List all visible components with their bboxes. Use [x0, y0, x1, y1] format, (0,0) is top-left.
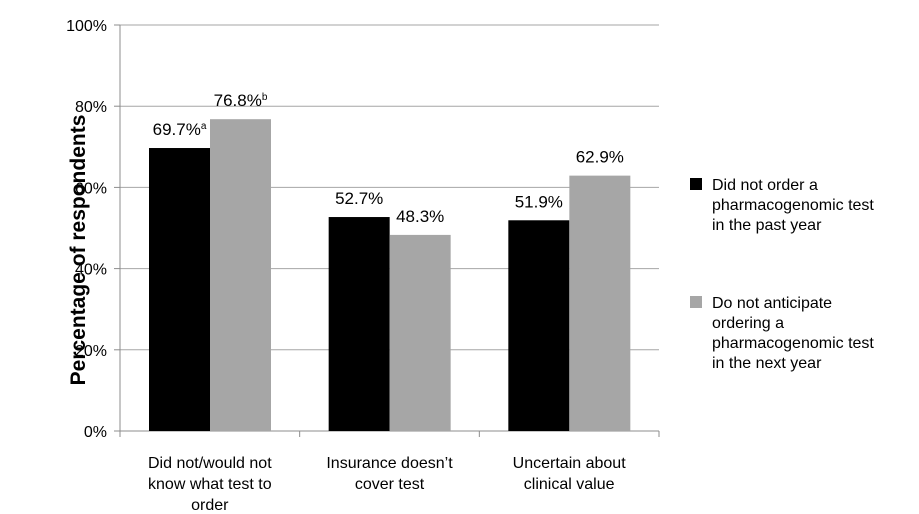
- legend-label: pharmacogenomic test: [712, 197, 874, 214]
- data-label: 48.3%: [396, 207, 444, 226]
- data-label: 69.7%a: [153, 120, 207, 139]
- bar: [210, 119, 271, 431]
- bar: [328, 217, 390, 431]
- bar: [149, 148, 210, 431]
- legend-swatch: [690, 296, 702, 308]
- bars: [149, 119, 631, 431]
- x-category-label: Insurance doesn’t: [326, 455, 453, 472]
- x-category-label: Uncertain about: [513, 455, 627, 472]
- y-tick-label: 80%: [75, 99, 107, 116]
- x-category-label: Did not/would not: [148, 455, 272, 472]
- x-category-label: cover test: [355, 476, 425, 493]
- bar: [508, 220, 570, 431]
- data-label: 51.9%: [515, 192, 563, 211]
- bar: [569, 175, 631, 431]
- legend-label: pharmacogenomic test: [712, 335, 874, 352]
- data-label: 62.9%: [576, 148, 624, 167]
- legend: Did not order a pharmacogenomic test in th…: [690, 177, 874, 372]
- y-tick-labels: 0% 20% 40% 60% 80% 100%: [66, 18, 107, 441]
- y-tick-label: 60%: [75, 180, 107, 197]
- legend-label: in the next year: [712, 355, 822, 372]
- legend-label: Did not order a: [712, 177, 818, 194]
- y-tick-label: 20%: [75, 343, 107, 360]
- legend-label: in the past year: [712, 217, 822, 234]
- y-axis-title: Percentage of respondents: [67, 115, 90, 386]
- y-tick-label: 100%: [66, 18, 107, 35]
- legend-label: ordering a: [712, 315, 784, 332]
- y-tick-label: 40%: [75, 262, 107, 279]
- legend-label: Do not anticipate: [712, 295, 832, 312]
- x-category-label: clinical value: [524, 476, 615, 493]
- x-category-label: know what test to: [148, 476, 272, 493]
- y-tick-label: 0%: [84, 424, 107, 441]
- data-label: 52.7%: [335, 189, 383, 208]
- bar: [389, 234, 451, 431]
- x-category-label: order: [191, 497, 229, 514]
- data-label: 76.8%b: [214, 91, 268, 110]
- x-category-labels: Did not/would not know what test to order I…: [148, 455, 626, 514]
- legend-swatch: [690, 178, 702, 190]
- data-labels: 69.7%a 52.7% 51.9% 76.8%b 48.3% 62.9%: [153, 91, 624, 226]
